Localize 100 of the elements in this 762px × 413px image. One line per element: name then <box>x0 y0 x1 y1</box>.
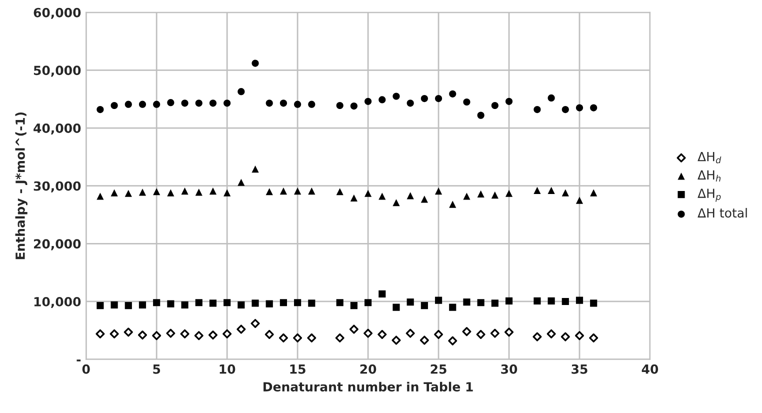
point <box>138 188 146 196</box>
legend-label: ΔH$_{h}$ <box>698 170 721 182</box>
point <box>378 192 386 200</box>
point <box>463 98 470 106</box>
point <box>434 296 442 304</box>
point <box>96 329 105 338</box>
point <box>294 299 302 306</box>
point <box>434 95 442 102</box>
point <box>548 94 555 102</box>
point <box>364 328 373 338</box>
point <box>195 188 202 196</box>
point <box>180 329 190 338</box>
point <box>378 330 387 339</box>
x-axis-title: Denaturant number in Table 1 <box>264 382 473 392</box>
point <box>308 300 316 307</box>
point <box>505 190 513 197</box>
x-tick-label: 25 <box>430 364 446 374</box>
point <box>392 304 400 311</box>
point <box>364 299 372 306</box>
point <box>406 100 414 107</box>
x-tick-label: 30 <box>501 364 518 374</box>
point <box>96 106 104 114</box>
point <box>224 299 231 306</box>
point <box>491 300 498 307</box>
point <box>504 328 514 337</box>
point <box>138 330 148 340</box>
point <box>266 188 273 196</box>
point <box>505 297 513 304</box>
point <box>462 327 472 336</box>
legend-label: ΔH$_{p}$ <box>698 188 721 202</box>
point <box>562 106 569 114</box>
point <box>392 336 401 345</box>
point <box>335 333 344 342</box>
x-tick-label: 40 <box>642 364 658 374</box>
point <box>124 190 132 197</box>
point <box>532 332 542 342</box>
point <box>420 95 428 102</box>
point <box>266 100 273 107</box>
point <box>406 192 414 200</box>
point <box>294 100 302 108</box>
point <box>308 188 316 195</box>
point <box>166 328 176 338</box>
point <box>153 299 160 306</box>
point <box>222 329 232 338</box>
point <box>252 300 259 307</box>
point <box>406 298 414 306</box>
point <box>236 324 246 334</box>
point <box>562 298 569 306</box>
point <box>280 299 288 306</box>
point <box>534 186 541 194</box>
point <box>560 332 570 342</box>
x-tick-label: 5 <box>153 364 160 374</box>
point <box>350 194 358 202</box>
x-tick-label: 35 <box>572 364 588 374</box>
point <box>152 331 162 340</box>
point <box>576 296 584 304</box>
point <box>208 330 218 340</box>
point <box>181 301 188 308</box>
point <box>167 189 174 196</box>
point <box>546 329 556 338</box>
point <box>238 301 245 308</box>
y-tick-label: 30,000 <box>34 181 81 192</box>
point <box>167 300 174 308</box>
point <box>364 190 372 197</box>
point <box>420 336 429 345</box>
point <box>590 189 598 196</box>
point <box>392 92 400 100</box>
point <box>238 88 245 96</box>
point <box>266 300 273 308</box>
point <box>294 188 302 195</box>
point <box>195 299 202 306</box>
y-tick-label: 60,000 <box>34 8 81 19</box>
point <box>252 166 259 173</box>
point <box>280 188 288 195</box>
x-tick-label: 15 <box>290 364 306 374</box>
point <box>293 333 302 342</box>
point <box>378 96 386 104</box>
point <box>194 331 204 340</box>
point <box>350 102 358 110</box>
point <box>491 102 498 110</box>
point <box>280 100 288 107</box>
point <box>449 200 456 208</box>
y-tick-label: 20,000 <box>34 239 81 250</box>
point <box>209 188 217 195</box>
point <box>110 102 118 110</box>
point <box>562 189 569 196</box>
y-axis-title: Enthalpy - J*mol^(-1) <box>15 112 28 260</box>
point <box>392 199 400 206</box>
point <box>181 188 188 195</box>
point <box>195 100 202 107</box>
point <box>350 302 358 310</box>
point <box>138 301 146 308</box>
point <box>307 333 316 342</box>
point <box>491 192 498 199</box>
point <box>238 178 245 186</box>
legend-label: ΔH total <box>698 208 747 218</box>
legend-label: ΔH$_{d}$ <box>698 152 722 164</box>
point <box>476 330 486 339</box>
point <box>124 328 133 337</box>
x-tick-label: 10 <box>220 364 236 374</box>
